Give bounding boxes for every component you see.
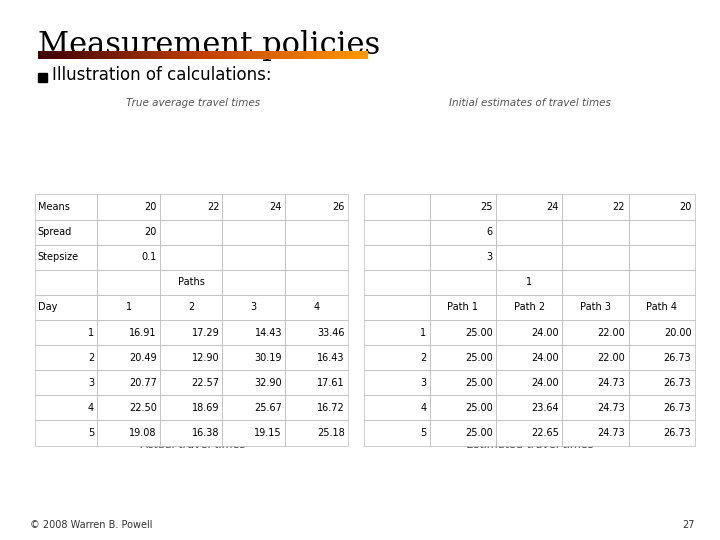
Text: Estimated travel times: Estimated travel times [467, 440, 593, 450]
Text: Illustration of calculations:: Illustration of calculations: [52, 66, 271, 84]
Text: True average travel times: True average travel times [126, 98, 260, 108]
Text: Actual travel times: Actual travel times [140, 440, 246, 450]
Text: Measurement policies: Measurement policies [38, 30, 380, 61]
Text: 27: 27 [683, 520, 695, 530]
Text: Initial estimates of travel times: Initial estimates of travel times [449, 98, 611, 108]
Text: © 2008 Warren B. Powell: © 2008 Warren B. Powell [30, 520, 153, 530]
Bar [38, 73, 47, 82]
